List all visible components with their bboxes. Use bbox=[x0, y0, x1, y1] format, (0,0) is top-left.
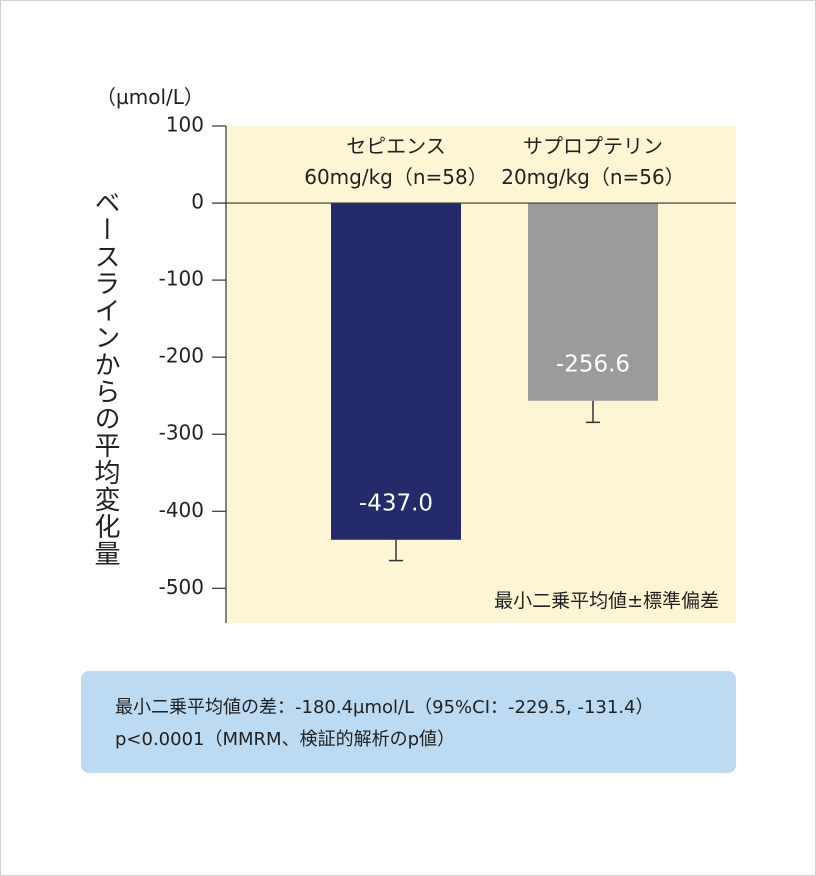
y-unit: （µmol/L） bbox=[96, 85, 204, 109]
bar bbox=[331, 203, 461, 540]
note-box: 最小二乗平均値の差：-180.4µmol/L（95%CI：-229.5, -13… bbox=[81, 671, 736, 773]
y-tick-label: -500 bbox=[159, 575, 204, 599]
y-tick-label: -200 bbox=[159, 344, 204, 368]
bar bbox=[528, 203, 658, 401]
y-tick-label: -100 bbox=[159, 267, 204, 291]
y-tick-label: -400 bbox=[159, 498, 204, 522]
note-line: p<0.0001（MMRM、検証的解析のp値） bbox=[115, 729, 456, 750]
y-axis-label: ベースラインからの平均変化量 bbox=[90, 189, 120, 567]
x-tick-label: サプロプテリン 20mg/kg（n=56） bbox=[501, 134, 685, 189]
error-bar bbox=[586, 400, 600, 424]
error-bar bbox=[389, 539, 403, 562]
value-label: -256.6 bbox=[556, 351, 630, 377]
plot-area bbox=[226, 126, 736, 623]
value-label: -437.0 bbox=[359, 490, 433, 516]
annotation: 最小二乗平均値±標準偏差 bbox=[494, 590, 719, 612]
note-line: 最小二乗平均値の差：-180.4µmol/L（95%CI：-229.5, -13… bbox=[115, 697, 654, 718]
x-tick-label: セピエンス 60mg/kg（n=58） bbox=[304, 134, 488, 189]
y-tick-label: 100 bbox=[166, 113, 204, 137]
y-tick-label: -300 bbox=[159, 421, 204, 445]
y-tick-label: 0 bbox=[191, 190, 204, 214]
